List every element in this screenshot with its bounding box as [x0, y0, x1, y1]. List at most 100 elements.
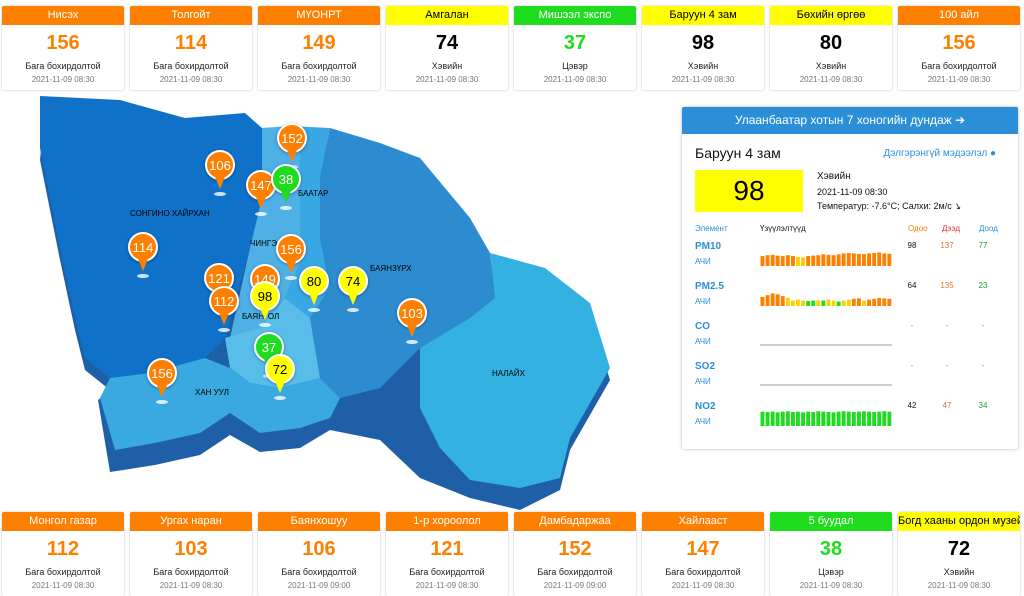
- pollutant-unit: АЧИ: [695, 337, 711, 346]
- sparkline-bar: [785, 255, 790, 266]
- station-card-status: Хэвийн: [687, 61, 719, 71]
- station-card[interactable]: Хайлааст 147 Бага бохирдолтой 2021-11-09 08…: [642, 512, 764, 596]
- station-card[interactable]: МҮОНРТ 149 Бага бохирдолтой 2021-11-09 08:3…: [258, 6, 380, 90]
- pollutant-min: 23: [978, 281, 988, 290]
- pollutant-sparkline: [760, 344, 892, 346]
- station-card-value: 112: [46, 538, 80, 560]
- pollutant-name[interactable]: PM10: [695, 241, 722, 252]
- weekly-average-button[interactable]: Улаанбаатар хотын 7 хоногийн дундаж ➔: [682, 107, 1018, 134]
- sparkline-bar: [846, 411, 851, 426]
- station-marker[interactable]: 38: [271, 164, 301, 210]
- station-card[interactable]: Нисэх 156 Бага бохирдолтой 2021-11-09 08:30: [2, 6, 124, 90]
- station-card-value: 37: [563, 32, 587, 54]
- station-marker[interactable]: 114: [128, 232, 158, 278]
- more-info-link[interactable]: Дэлгэрэнгүй мэдээлэл ●: [883, 148, 996, 159]
- station-marker[interactable]: 106: [205, 150, 235, 196]
- station-marker[interactable]: 80: [299, 266, 329, 312]
- station-card-value: 72: [947, 538, 971, 560]
- station-marker[interactable]: 156: [147, 358, 177, 404]
- sparkline-bar: [877, 297, 882, 306]
- station-card-name: Баруун 4 зам: [642, 6, 764, 25]
- sparkline-bar: [851, 298, 856, 306]
- station-card[interactable]: Мишээл экспо 37 Цэвэр 2021-11-09 08:30: [514, 6, 636, 90]
- station-card-time: 2021-11-09 09:00: [543, 581, 607, 590]
- sparkline-bar: [816, 300, 821, 306]
- sparkline-bar: [846, 253, 851, 266]
- pollutant-min: 34: [978, 401, 988, 410]
- marker-value: 72: [265, 354, 295, 384]
- station-card-name: 100 айл: [898, 6, 1020, 25]
- station-card-status: Бага бохирдолтой: [281, 567, 357, 577]
- station-marker[interactable]: 98: [250, 281, 280, 327]
- station-card[interactable]: Монгол газар 112 Бага бохирдолтой 2021-11-0…: [2, 512, 124, 596]
- sparkline-bar: [791, 412, 795, 426]
- station-card-status: Бага бохирдолтой: [665, 567, 741, 577]
- pollutant-sparkline: [760, 293, 892, 306]
- station-card[interactable]: 1-р хороолол 121 Бага бохирдолтой 2021-11-0…: [386, 512, 508, 596]
- station-card[interactable]: Богд хааны ордон музей 72 Хэвийн 2021-11-09…: [898, 512, 1020, 596]
- station-marker[interactable]: 72: [265, 354, 295, 400]
- station-marker[interactable]: 103: [397, 298, 427, 344]
- sparkline-bar: [811, 412, 816, 426]
- marker-value: 156: [147, 358, 177, 388]
- district-nalaikh[interactable]: [420, 253, 610, 488]
- station-detail-panel: Улаанбаатар хотын 7 хоногийн дундаж ➔ Ба…: [682, 107, 1018, 449]
- marker-base: [285, 276, 297, 280]
- sparkline-bar: [846, 299, 851, 306]
- sparkline-bar: [877, 411, 882, 426]
- station-card-status: Бага бохирдолтой: [25, 61, 101, 71]
- pollutant-name[interactable]: PM2.5: [695, 281, 724, 292]
- sparkline-bar: [821, 300, 826, 306]
- station-card-name: Амгалан: [386, 6, 508, 25]
- sparkline-bar: [775, 294, 780, 306]
- sparkline-bar: [765, 295, 770, 306]
- sparkline-bar: [785, 411, 790, 426]
- marker-pin-icon: [286, 261, 296, 273]
- station-card[interactable]: Ургах наран 103 Бага бохирдолтой 2021-11-09…: [130, 512, 252, 596]
- station-marker[interactable]: 112: [209, 286, 239, 332]
- station-marker[interactable]: 152: [277, 123, 307, 169]
- marker-value: 112: [209, 286, 239, 316]
- marker-pin-icon: [407, 325, 417, 337]
- station-card[interactable]: Толгойт 114 Бага бохирдолтой 2021-11-09 08:…: [130, 6, 252, 90]
- header-element: Элемент: [695, 224, 728, 233]
- station-card-time: 2021-11-09 08:30: [159, 75, 223, 84]
- station-card[interactable]: 100 айл 156 Бага бохирдолтой 2021-11-09 08:…: [898, 6, 1020, 90]
- sparkline-bar: [806, 411, 811, 426]
- station-card[interactable]: Баянхошуу 106 Бага бохирдолтой 2021-11-09 0…: [258, 512, 380, 596]
- sparkline-bar: [862, 300, 866, 306]
- marker-value: 156: [276, 234, 306, 264]
- pollutant-sparkline: [760, 384, 892, 386]
- pollutant-max: 47: [942, 401, 952, 410]
- pollutant-name[interactable]: NO2: [695, 401, 716, 412]
- station-card[interactable]: Дамбадаржаа 152 Бага бохирдолтой 2021-11-09…: [514, 512, 636, 596]
- sparkline-bar: [872, 253, 877, 266]
- sparkline-bar: [867, 299, 871, 306]
- city-map[interactable]: СОНГИНО ХАЙРХАН БАЯНЗҮРХ НАЛАЙХ ХАН УУЛ …: [0, 88, 680, 518]
- weather-info: Температур: -7.6°C; Салхи: 2м/с ↘: [817, 200, 963, 212]
- station-card[interactable]: Баруун 4 зам 98 Хэвийн 2021-11-09 08:30: [642, 6, 764, 90]
- district-bayanzurkh[interactable]: [310, 128, 495, 398]
- station-card[interactable]: Амгалан 74 Хэвийн 2021-11-09 08:30: [386, 6, 508, 90]
- station-card[interactable]: Бөхийн өргөө 80 Хэвийн 2021-11-09 08:30: [770, 6, 892, 90]
- more-info-label: Дэлгэрэнгүй мэдээлэл: [883, 148, 988, 159]
- station-card[interactable]: 5 буудал 38 Цэвэр 2021-11-09 08:30: [770, 512, 892, 596]
- station-card-value: 98: [691, 32, 715, 54]
- station-card-name: Мишээл экспо: [514, 6, 636, 25]
- station-marker[interactable]: 156: [276, 234, 306, 280]
- marker-base: [214, 192, 226, 196]
- station-card-name: Богд хааны ордон музей: [898, 512, 1020, 531]
- sparkline-bar: [831, 412, 836, 426]
- header-max: Дээд: [942, 224, 961, 233]
- label-chingeltei: ЧИНГЭ: [250, 239, 277, 248]
- marker-value: 80: [299, 266, 329, 296]
- sparkline-bar: [887, 253, 892, 266]
- pollutant-name[interactable]: CO: [695, 321, 710, 332]
- pollutant-unit: АЧИ: [695, 257, 711, 266]
- sparkline-bar: [760, 411, 765, 426]
- marker-pin-icon: [215, 177, 225, 189]
- station-marker[interactable]: 74: [338, 266, 368, 312]
- pollutant-name[interactable]: SO2: [695, 361, 716, 372]
- sparkline-bar: [770, 293, 775, 306]
- pollutant-row: PM2.5 АЧИ 64 135 23: [695, 281, 1011, 321]
